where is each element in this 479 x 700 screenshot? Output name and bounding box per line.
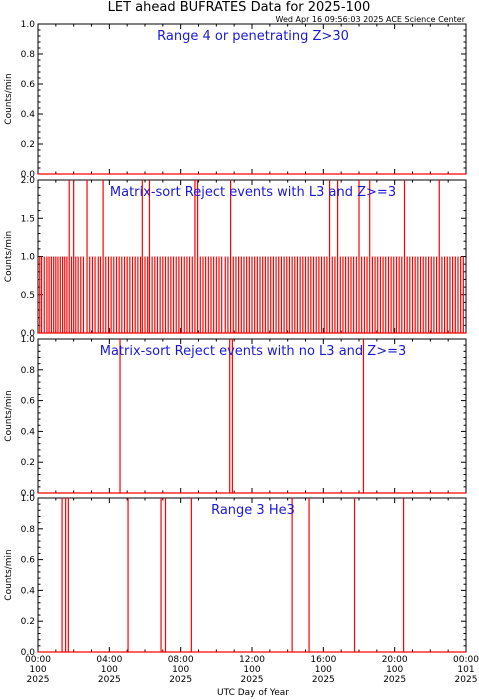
x-tick-label: 2025 [27,675,50,685]
panel-frame [37,23,467,175]
x-tick-label: 100 [29,665,46,675]
y-axis-label: Counts/min [4,549,14,600]
y-tick-label: 1.5 [21,214,35,224]
panel-title: Matrix-sort Reject events with L3 and Z>… [110,185,396,200]
y-axis-label: Counts/min [4,231,14,282]
y-tick-label: 0.8 [21,366,36,376]
y-tick-label: 0.2 [21,140,35,150]
y-tick-label: 0.4 [21,586,36,596]
y-tick-label: 1.0 [21,335,36,345]
panel-frame [37,497,467,653]
x-tick-label: 100 [386,665,403,675]
x-tick-label: 16:00 [310,655,336,665]
x-tick-label: 04:00 [96,655,122,665]
y-tick-label: 1.0 [21,494,36,504]
panel-1: 0.0 0.2 0.4 0.6 0.8 1.0 Counts/min Range 4 or p… [4,20,467,180]
y-tick-label: 0.6 [21,397,36,407]
x-tick-label: 2025 [98,675,121,685]
y-tick-label: 0.6 [21,556,36,566]
panel-4: 0.0 0.2 0.4 0.6 0.8 1.0 Counts/min Range 3 He3 [4,494,467,658]
x-tick-label: 2025 [383,675,406,685]
y-tick-label: 1.0 [21,20,36,30]
y-tick-label: 0.8 [21,50,36,60]
panel-title: Matrix-sort Reject events with no L3 and… [100,344,407,359]
y-tick-label: 0.0 [21,489,36,499]
y-tick-label: 0.4 [21,427,36,437]
x-tick-label: 2025 [169,675,192,685]
y-axis-label: Counts/min [4,73,14,124]
y-tick-label: 2.0 [21,176,36,186]
x-tick-label: 100 [172,665,189,675]
x-tick-label: 12:00 [239,655,265,665]
x-tick-label: 00:00 [453,655,479,665]
timestamp-label: Wed Apr 16 09:56:03 2025 ACE Science Cen… [276,15,466,24]
y-tick-label: 0.0 [21,329,36,339]
panel-title: Range 3 He3 [211,503,295,518]
x-tick-label: 00:00 [25,655,51,665]
x-tick-label: 20:00 [382,655,408,665]
x-tick-label: 2025 [312,675,335,685]
x-axis: 00:00100202504:00100202508:00100202512:0… [25,655,479,685]
y-tick-label: 0.4 [21,110,36,120]
y-tick-label: 0.2 [21,617,35,627]
y-tick-label: 0.5 [21,291,35,301]
chart-title: LET ahead BUFRATES Data for 2025-100 [108,0,371,15]
y-tick-label: 0.8 [21,525,36,535]
x-tick-label: 100 [101,665,118,675]
x-tick-label: 100 [243,665,260,675]
panel-3: 0.0 0.2 0.4 0.6 0.8 1.0 Counts/min Matrix-sort … [4,335,467,499]
y-tick-label: 0.6 [21,80,36,90]
panel-title: Range 4 or penetrating Z>30 [157,29,349,44]
x-tick-label: 08:00 [168,655,194,665]
panel-frame [37,338,467,494]
x-tick-label: 101 [457,665,474,675]
x-axis-label: UTC Day of Year [217,688,289,698]
y-axis-label: Counts/min [4,390,14,441]
panels: 0.0 0.2 0.4 0.6 0.8 1.0 Counts/min Range 4 or p… [4,20,467,658]
y-tick-label: 1.0 [21,253,36,263]
panel-2: 0.0 0.5 1.0 1.5 2.0 Counts/min Matrix-sort Rej… [4,176,467,339]
x-tick-label: 100 [315,665,332,675]
x-tick-label: 2025 [455,675,478,685]
y-tick-label: 0.2 [21,458,35,468]
y-tick-label: 0.0 [21,170,36,180]
x-tick-label: 2025 [241,675,264,685]
y-tick-label: 0.0 [21,648,36,658]
